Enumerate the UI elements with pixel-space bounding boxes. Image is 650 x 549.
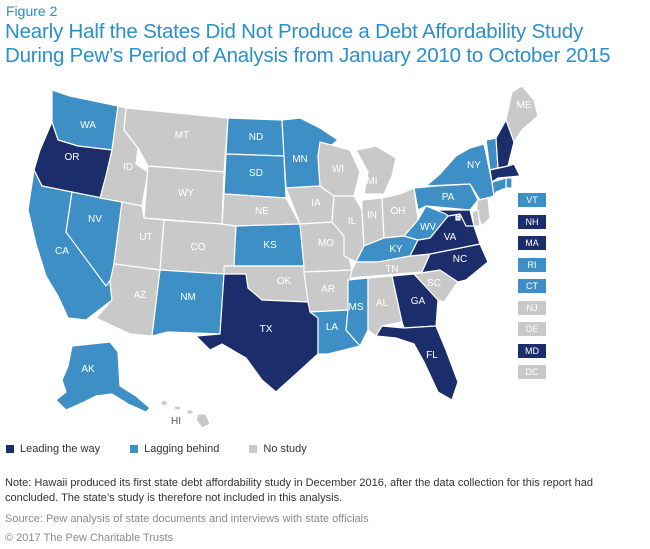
state-mi <box>355 145 397 195</box>
label-wi: WI <box>332 164 344 175</box>
state-dc <box>455 215 461 221</box>
label-oh: OH <box>391 206 406 217</box>
small-state-de: DE <box>518 322 546 336</box>
label-id: ID <box>123 162 133 173</box>
state-ak <box>55 341 151 413</box>
legend-item-leading: Leading the way <box>6 443 100 455</box>
label-wv: WV <box>420 222 436 233</box>
state-ri <box>505 177 513 189</box>
label-mi: MI <box>366 176 377 187</box>
legend-item-lagging: Lagging behind <box>130 443 219 455</box>
small-state-ma: MA <box>518 236 546 250</box>
copyright-text: © 2017 The Pew Charitable Trusts <box>5 532 174 544</box>
legend-label-none: No study <box>263 443 307 455</box>
state-nm <box>151 269 225 337</box>
label-ny: NY <box>467 160 481 171</box>
label-pa: PA <box>442 192 455 203</box>
chart-title: Nearly Half the States Did Not Produce a… <box>5 20 645 68</box>
small-state-ri: RI <box>518 257 546 272</box>
state-fl <box>375 325 459 401</box>
label-il: IL <box>348 216 357 227</box>
label-mn: MN <box>292 154 308 165</box>
state-md <box>435 209 475 227</box>
legend-label-lagging: Lagging behind <box>144 443 220 455</box>
label-va: VA <box>444 232 457 243</box>
small-state-dc: DC <box>518 365 546 379</box>
label-tn: TN <box>385 264 398 275</box>
label-co: CO <box>191 242 206 253</box>
label-or: OR <box>65 152 80 163</box>
state-labels: WA OR CA NV ID MT WY UT CO AZ NM ND SD N… <box>55 100 532 427</box>
label-az: AZ <box>134 290 147 301</box>
small-state-md: MD <box>518 343 546 358</box>
label-ga: GA <box>411 296 426 307</box>
label-ks: KS <box>263 240 277 251</box>
state-ny <box>425 143 495 201</box>
label-la: LA <box>326 322 339 333</box>
label-nm: NM <box>180 292 196 303</box>
label-ky: KY <box>389 244 403 255</box>
legend-swatch-leading <box>6 445 14 453</box>
legend: Leading the way Lagging behind No study <box>6 443 337 455</box>
state-tx <box>195 273 319 393</box>
label-ut: UT <box>139 232 152 243</box>
label-nc: NC <box>453 254 467 265</box>
label-ar: AR <box>321 284 335 295</box>
label-ia: IA <box>311 198 321 209</box>
title-line-1: Nearly Half the States Did Not Produce a… <box>5 20 584 43</box>
label-wa: WA <box>80 120 96 131</box>
label-in: IN <box>367 210 377 221</box>
small-states-list: VT NH MA RI CT NJ DE MD DC <box>518 193 548 387</box>
label-ak: AK <box>81 364 95 375</box>
label-wy: WY <box>178 188 194 199</box>
label-nv: NV <box>88 214 102 225</box>
state-nh <box>495 119 515 169</box>
label-ms: MS <box>349 302 364 313</box>
label-sd: SD <box>249 168 263 179</box>
label-ok: OK <box>277 276 292 287</box>
label-mt: MT <box>175 130 189 141</box>
small-state-vt: VT <box>518 193 546 207</box>
label-me: ME <box>517 100 532 111</box>
us-map: WA OR CA NV ID MT WY UT CO AZ NM ND SD N… <box>27 85 539 429</box>
state-hi <box>159 399 211 429</box>
label-sc: SC <box>427 278 441 289</box>
label-mo: MO <box>318 238 334 249</box>
legend-item-none: No study <box>249 443 307 455</box>
note-text: Note: Hawaii produced its first state de… <box>5 477 594 504</box>
legend-label-leading: Leading the way <box>20 443 101 455</box>
small-state-ct: CT <box>518 279 546 293</box>
state-ct <box>491 177 507 197</box>
small-state-nh: NH <box>518 214 546 229</box>
label-tx: TX <box>260 324 273 335</box>
source-text: Source: Pew analysis of state documents … <box>5 513 369 525</box>
legend-swatch-lagging <box>130 445 139 453</box>
label-nd: ND <box>249 132 263 143</box>
small-state-nj: NJ <box>518 300 546 315</box>
title-line-2: During Pew’s Period of Analysis from Jan… <box>5 44 611 67</box>
label-al: AL <box>376 298 389 309</box>
label-ne: NE <box>255 206 269 217</box>
label-hi: HI <box>171 416 181 427</box>
legend-swatch-none <box>249 445 258 453</box>
label-fl: FL <box>426 350 438 361</box>
label-ca: CA <box>55 246 69 257</box>
figure-label: Figure 2 <box>6 3 58 19</box>
